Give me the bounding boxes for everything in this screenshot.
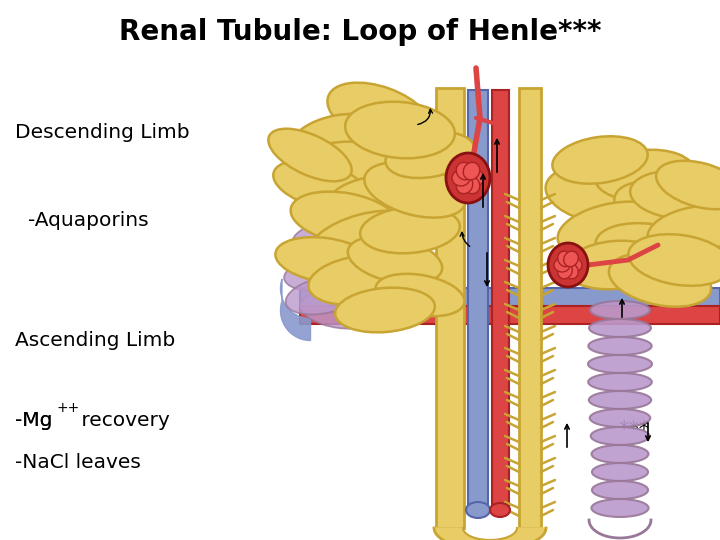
Ellipse shape: [300, 291, 379, 329]
Ellipse shape: [592, 463, 648, 481]
Text: -Mg: -Mg: [15, 410, 53, 429]
Ellipse shape: [614, 181, 716, 239]
Ellipse shape: [269, 129, 351, 181]
Ellipse shape: [558, 201, 672, 259]
Ellipse shape: [609, 253, 711, 307]
Ellipse shape: [275, 237, 374, 283]
Ellipse shape: [589, 391, 651, 409]
Ellipse shape: [588, 355, 652, 373]
Ellipse shape: [558, 251, 572, 267]
Ellipse shape: [592, 481, 648, 499]
Ellipse shape: [328, 176, 432, 224]
Ellipse shape: [592, 445, 649, 463]
Bar: [300, 288, 720, 310]
Text: ***: ***: [618, 420, 649, 440]
Ellipse shape: [320, 237, 400, 273]
Ellipse shape: [291, 114, 390, 166]
Ellipse shape: [291, 192, 400, 245]
Ellipse shape: [588, 337, 652, 355]
Ellipse shape: [590, 301, 650, 319]
Text: -NaCl leaves: -NaCl leaves: [15, 454, 141, 472]
Bar: [468, 90, 488, 510]
Ellipse shape: [463, 176, 480, 194]
Ellipse shape: [446, 153, 490, 203]
Ellipse shape: [656, 161, 720, 209]
Text: Descending Limb: Descending Limb: [15, 124, 189, 143]
Ellipse shape: [595, 223, 705, 277]
Ellipse shape: [463, 163, 480, 180]
Ellipse shape: [343, 250, 418, 286]
Ellipse shape: [284, 259, 356, 291]
Bar: [492, 90, 509, 510]
Ellipse shape: [589, 319, 651, 337]
Ellipse shape: [385, 132, 474, 178]
Ellipse shape: [314, 265, 396, 306]
Ellipse shape: [590, 427, 649, 445]
Ellipse shape: [548, 243, 588, 287]
Ellipse shape: [552, 136, 648, 184]
Ellipse shape: [376, 274, 464, 316]
Ellipse shape: [330, 277, 400, 313]
Ellipse shape: [564, 251, 578, 267]
Text: -Mg: -Mg: [15, 410, 53, 429]
Bar: [300, 306, 720, 324]
Ellipse shape: [647, 206, 720, 254]
Text: ++: ++: [57, 401, 80, 415]
Ellipse shape: [309, 211, 421, 269]
Ellipse shape: [364, 163, 466, 218]
Ellipse shape: [308, 255, 412, 305]
Text: Renal Tubule: Loop of Henle***: Renal Tubule: Loop of Henle***: [119, 18, 601, 46]
Ellipse shape: [629, 234, 720, 286]
Ellipse shape: [630, 171, 720, 219]
Text: Ascending Limb: Ascending Limb: [15, 330, 175, 349]
Ellipse shape: [328, 83, 433, 147]
Ellipse shape: [565, 241, 665, 289]
Ellipse shape: [456, 163, 473, 180]
Polygon shape: [434, 528, 546, 540]
Text: -Aquaporins: -Aquaporins: [28, 211, 148, 229]
Ellipse shape: [286, 275, 364, 314]
Ellipse shape: [588, 373, 652, 391]
Ellipse shape: [452, 170, 470, 186]
Ellipse shape: [348, 237, 442, 284]
Ellipse shape: [490, 503, 510, 517]
Ellipse shape: [466, 170, 484, 186]
Ellipse shape: [335, 288, 435, 332]
Ellipse shape: [345, 102, 455, 158]
Ellipse shape: [360, 207, 460, 253]
Ellipse shape: [546, 166, 654, 224]
Ellipse shape: [292, 220, 368, 255]
Ellipse shape: [554, 258, 570, 272]
Text: recovery: recovery: [75, 410, 170, 429]
Ellipse shape: [590, 409, 650, 427]
Ellipse shape: [456, 176, 473, 194]
Ellipse shape: [595, 150, 695, 200]
Ellipse shape: [558, 264, 572, 279]
Ellipse shape: [564, 264, 578, 279]
Ellipse shape: [591, 499, 649, 517]
Ellipse shape: [466, 502, 490, 518]
Ellipse shape: [300, 141, 420, 194]
Bar: [519, 88, 541, 528]
Ellipse shape: [566, 258, 582, 272]
Bar: [436, 88, 464, 528]
Ellipse shape: [274, 160, 366, 210]
